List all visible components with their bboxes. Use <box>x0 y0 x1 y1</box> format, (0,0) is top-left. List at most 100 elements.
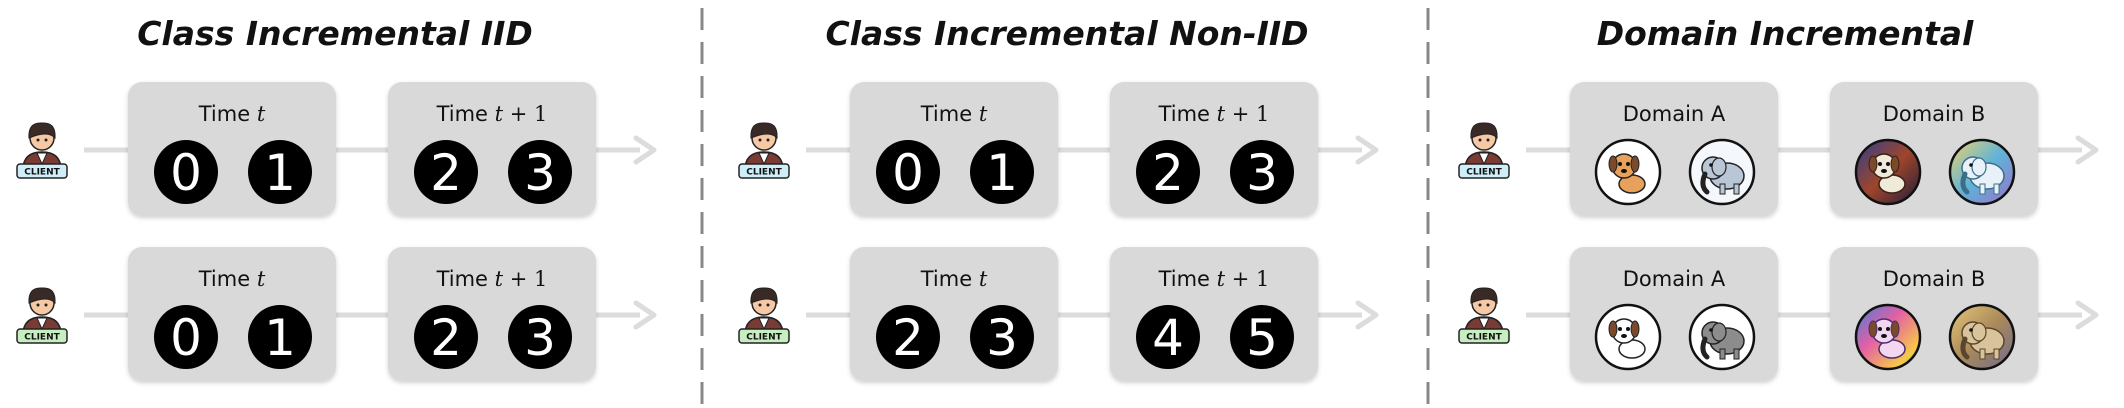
digit-image: 1 <box>248 140 312 204</box>
colorful-elephant-icon <box>1948 303 2016 371</box>
client-label: CLIENT <box>1466 168 1502 178</box>
client-row: CLIENT Time t 2 3 Time t + 1 4 5 <box>738 247 1379 381</box>
flow-arrow-head <box>633 300 657 330</box>
task-box: Time t + 1 2 3 <box>388 82 596 216</box>
painted-dog-icon <box>1854 138 1922 206</box>
task-label: Domain B <box>1883 102 1986 126</box>
panel-title: Class Incremental Non-IID <box>825 14 1308 53</box>
digit-label: 1 <box>264 144 296 202</box>
digit-label: 3 <box>986 309 1018 367</box>
task-box: Domain B <box>1830 82 2038 216</box>
digit-image: 1 <box>970 140 1034 204</box>
colorful-dog-icon <box>1854 303 1922 371</box>
client-badge <box>16 163 68 179</box>
task-label: Domain B <box>1883 267 1986 291</box>
panel: Domain Incremental CLIENT Domain A Domain B… <box>1458 14 2099 381</box>
digit-label: 0 <box>892 144 924 202</box>
digit-label: 4 <box>1152 309 1184 367</box>
task-label: Time t + 1 <box>436 102 548 126</box>
client-badge <box>738 163 790 179</box>
digit-image: 2 <box>876 305 940 369</box>
digit-label: 3 <box>524 309 556 367</box>
digit-image: 3 <box>508 140 572 204</box>
task-box: Time t 0 1 <box>128 247 336 381</box>
flow-arrow-head <box>1355 135 1379 165</box>
digit-label: 2 <box>430 144 462 202</box>
client-icon: CLIENT <box>16 287 68 344</box>
sketch-elephant-icon <box>1688 303 1756 371</box>
client-icon: CLIENT <box>1458 122 1510 179</box>
task-box: Domain A <box>1570 82 1778 216</box>
task-label: Time t + 1 <box>436 267 548 291</box>
digit-image: 0 <box>154 140 218 204</box>
client-label: CLIENT <box>746 333 782 343</box>
digit-image: 5 <box>1230 305 1294 369</box>
task-label: Time t + 1 <box>1158 267 1270 291</box>
task-label: Domain A <box>1623 102 1726 126</box>
task-label: Domain A <box>1623 267 1726 291</box>
panel-title: Domain Incremental <box>1597 14 1974 53</box>
painted-elephant-icon <box>1948 138 2016 206</box>
task-label: Time t <box>198 102 266 126</box>
digit-label: 0 <box>170 309 202 367</box>
task-label: Time t + 1 <box>1158 102 1270 126</box>
client-label: CLIENT <box>1466 333 1502 343</box>
client-icon: CLIENT <box>16 122 68 179</box>
panel-title: Class Incremental IID <box>137 14 533 53</box>
client-label: CLIENT <box>24 168 60 178</box>
client-label: CLIENT <box>24 333 60 343</box>
client-badge <box>738 328 790 344</box>
task-box: Time t + 1 2 3 <box>1110 82 1318 216</box>
task-box: Time t 2 3 <box>850 247 1058 381</box>
digit-label: 1 <box>264 309 296 367</box>
client-row: CLIENT Time t 0 1 Time t + 1 2 3 <box>738 82 1379 216</box>
digit-label: 1 <box>986 144 1018 202</box>
client-badge <box>16 328 68 344</box>
flow-arrow-head <box>2075 135 2099 165</box>
client-row: CLIENT Domain A Domain B <box>1458 82 2099 216</box>
digit-label: 2 <box>430 309 462 367</box>
sketch-dog-icon <box>1594 303 1662 371</box>
client-icon: CLIENT <box>738 287 790 344</box>
task-box: Time t 0 1 <box>128 82 336 216</box>
task-box: Domain B <box>1830 247 2038 381</box>
client-row: CLIENT Time t 0 1 Time t + 1 2 3 <box>16 82 657 216</box>
digit-image: 3 <box>508 305 572 369</box>
flow-arrow-head <box>2075 300 2099 330</box>
digit-label: 3 <box>1246 144 1278 202</box>
cartoon-elephant-icon <box>1688 138 1756 206</box>
task-box: Time t + 1 4 5 <box>1110 247 1318 381</box>
digit-image: 4 <box>1136 305 1200 369</box>
digit-label: 2 <box>1152 144 1184 202</box>
client-row: CLIENT Time t 0 1 Time t + 1 2 3 <box>16 247 657 381</box>
task-label: Time t <box>920 267 988 291</box>
task-box: Time t 0 1 <box>850 82 1058 216</box>
digit-label: 2 <box>892 309 924 367</box>
digit-image: 2 <box>414 305 478 369</box>
digit-image: 0 <box>876 140 940 204</box>
digit-image: 1 <box>248 305 312 369</box>
client-label: CLIENT <box>746 168 782 178</box>
client-badge <box>1458 328 1510 344</box>
digit-image: 2 <box>414 140 478 204</box>
digit-label: 5 <box>1246 309 1278 367</box>
digit-image: 2 <box>1136 140 1200 204</box>
task-box: Time t + 1 2 3 <box>388 247 596 381</box>
task-label: Time t <box>198 267 266 291</box>
digit-image: 0 <box>154 305 218 369</box>
client-row: CLIENT Domain A Domain B <box>1458 247 2099 381</box>
digit-image: 3 <box>1230 140 1294 204</box>
cartoon-dog-icon <box>1594 138 1662 206</box>
digit-image: 3 <box>970 305 1034 369</box>
flow-arrow-head <box>633 135 657 165</box>
flow-arrow-head <box>1355 300 1379 330</box>
task-label: Time t <box>920 102 988 126</box>
client-icon: CLIENT <box>738 122 790 179</box>
client-badge <box>1458 163 1510 179</box>
client-icon: CLIENT <box>1458 287 1510 344</box>
digit-label: 0 <box>170 144 202 202</box>
task-box: Domain A <box>1570 247 1778 381</box>
